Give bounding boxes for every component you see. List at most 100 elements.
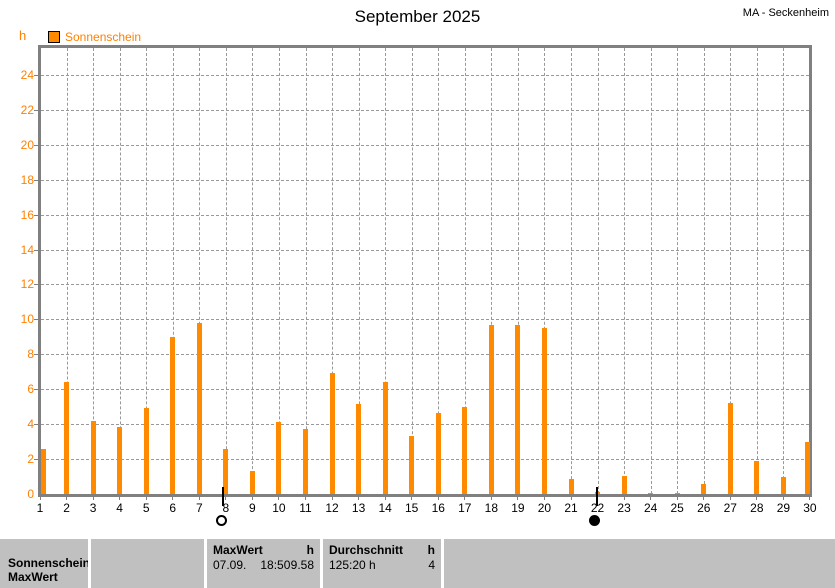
x-axis-tick [437,497,439,500]
y-axis-label: 12 [20,277,34,292]
maxwert-column: MaxWert h 07.09. 18:50 9.58 [207,539,320,588]
x-axis-label: 10 [272,501,286,515]
x-axis-label: 5 [142,501,150,515]
x-axis-tick [650,497,652,500]
y-axis-label: 22 [20,102,34,117]
x-axis-label: 4 [116,501,123,515]
x-axis-label: 23 [617,501,631,515]
y-axis-label: 24 [20,67,34,82]
y-axis-label: 10 [20,312,34,327]
x-axis-label: 15 [405,501,419,515]
x-axis-tick [782,497,784,500]
x-axis-label: 21 [564,501,578,515]
x-axis-tick [543,497,545,500]
y-axis-label: 18 [20,172,34,187]
y-axis-label: 4 [27,417,34,432]
x-axis-label: 9 [249,501,256,515]
x-axis-tick [358,497,360,500]
x-axis-label: 26 [697,501,711,515]
x-axis-tick [517,497,519,500]
x-axis-label: 18 [484,501,499,515]
durchschnitt-value: 4 [428,558,435,572]
x-axis-tick [145,497,147,500]
summary-series-cell: Sonnenschein MaxWert [0,539,91,588]
durchschnitt-header: Durchschnitt [329,543,404,557]
x-axis-label: 19 [511,501,525,515]
x-axis-tick [809,497,811,500]
x-axis-label: 25 [670,501,684,515]
chart-plot-frame [38,45,812,497]
legend: Sonnenschein [48,30,141,44]
x-axis-label: 22 [590,501,605,515]
summary-empty-cell [91,539,204,588]
table-separator [88,539,91,588]
x-axis-tick [490,497,492,500]
y-axis-label: 16 [20,207,34,222]
x-axis-tick [570,497,572,500]
y-axis-label: 20 [20,137,34,152]
x-axis-label: 27 [723,501,737,515]
x-axis-label: 13 [351,501,366,515]
x-axis-label: 20 [537,501,552,515]
durchschnitt-sum: 125:20 h [329,558,376,572]
legend-swatch-icon [48,31,60,43]
x-axis-tick [305,497,306,500]
x-axis-tick [597,497,599,500]
y-axis-label: 2 [27,452,34,467]
x-axis-tick [39,497,41,500]
table-separator [204,539,207,588]
x-axis-label: 16 [431,501,445,515]
maxwert-datetime: 07.09. 18:50 [213,558,291,572]
x-axis-tick [331,497,333,500]
x-axis-label: 7 [195,501,203,515]
y-axis-label: 6 [27,382,34,397]
x-axis-label: 1 [36,501,44,515]
y-axis-label: 8 [27,347,34,362]
y-axis-unit-label: h [19,28,27,43]
y-axis-label: 0 [27,487,34,501]
x-axis-tick [66,497,68,500]
x-axis-label: 12 [325,501,339,515]
x-axis-tick [623,497,625,500]
x-axis-tick [756,497,758,500]
x-axis-tick [384,497,386,500]
legend-series-label: Sonnenschein [65,30,142,44]
x-axis-tick [119,497,121,500]
x-axis-tick [225,497,227,500]
new-moon-icon [589,515,601,526]
x-axis-label: 29 [776,501,791,515]
full-moon-icon [215,515,227,526]
x-axis-tick [676,497,678,500]
x-axis-tick [464,497,466,500]
summary-table: Sonnenschein MaxWert MaxWert h 07.09. 18:… [0,537,835,588]
table-separator [320,539,323,588]
maxwert-value: 9.58 [290,558,314,572]
x-axis-tick [251,497,253,500]
durchschnitt-unit: h [427,543,435,557]
summary-series-name: Sonnenschein [8,556,91,570]
x-axis-label: 17 [458,501,472,515]
maxwert-unit: h [306,543,314,557]
page-title: September 2025 [354,7,481,26]
x-axis-tick [411,497,413,500]
x-axis-label: 3 [89,501,97,515]
durchschnitt-column: Durchschnitt h 125:20 h 4 [323,539,441,588]
summary-series-mode: MaxWert [8,570,58,584]
x-axis-label: 11 [299,501,312,515]
x-axis-label: 30 [803,501,817,515]
x-axis-label: 6 [169,501,177,515]
x-axis-tick [703,497,705,500]
x-axis-tick [172,497,174,500]
x-axis-label: 28 [750,501,764,515]
x-axis-label: 24 [643,501,658,515]
y-axis-label: 14 [20,242,34,257]
x-axis-label: 14 [378,501,392,515]
x-axis-tick [729,497,731,500]
table-separator [441,539,444,588]
x-axis-tick [198,497,200,500]
x-axis-tick [278,497,280,500]
x-axis-tick [92,497,94,500]
station-name: MA - Seckenheim [742,7,829,19]
x-axis-label: 2 [63,501,70,515]
x-axis-label: 8 [222,501,230,515]
